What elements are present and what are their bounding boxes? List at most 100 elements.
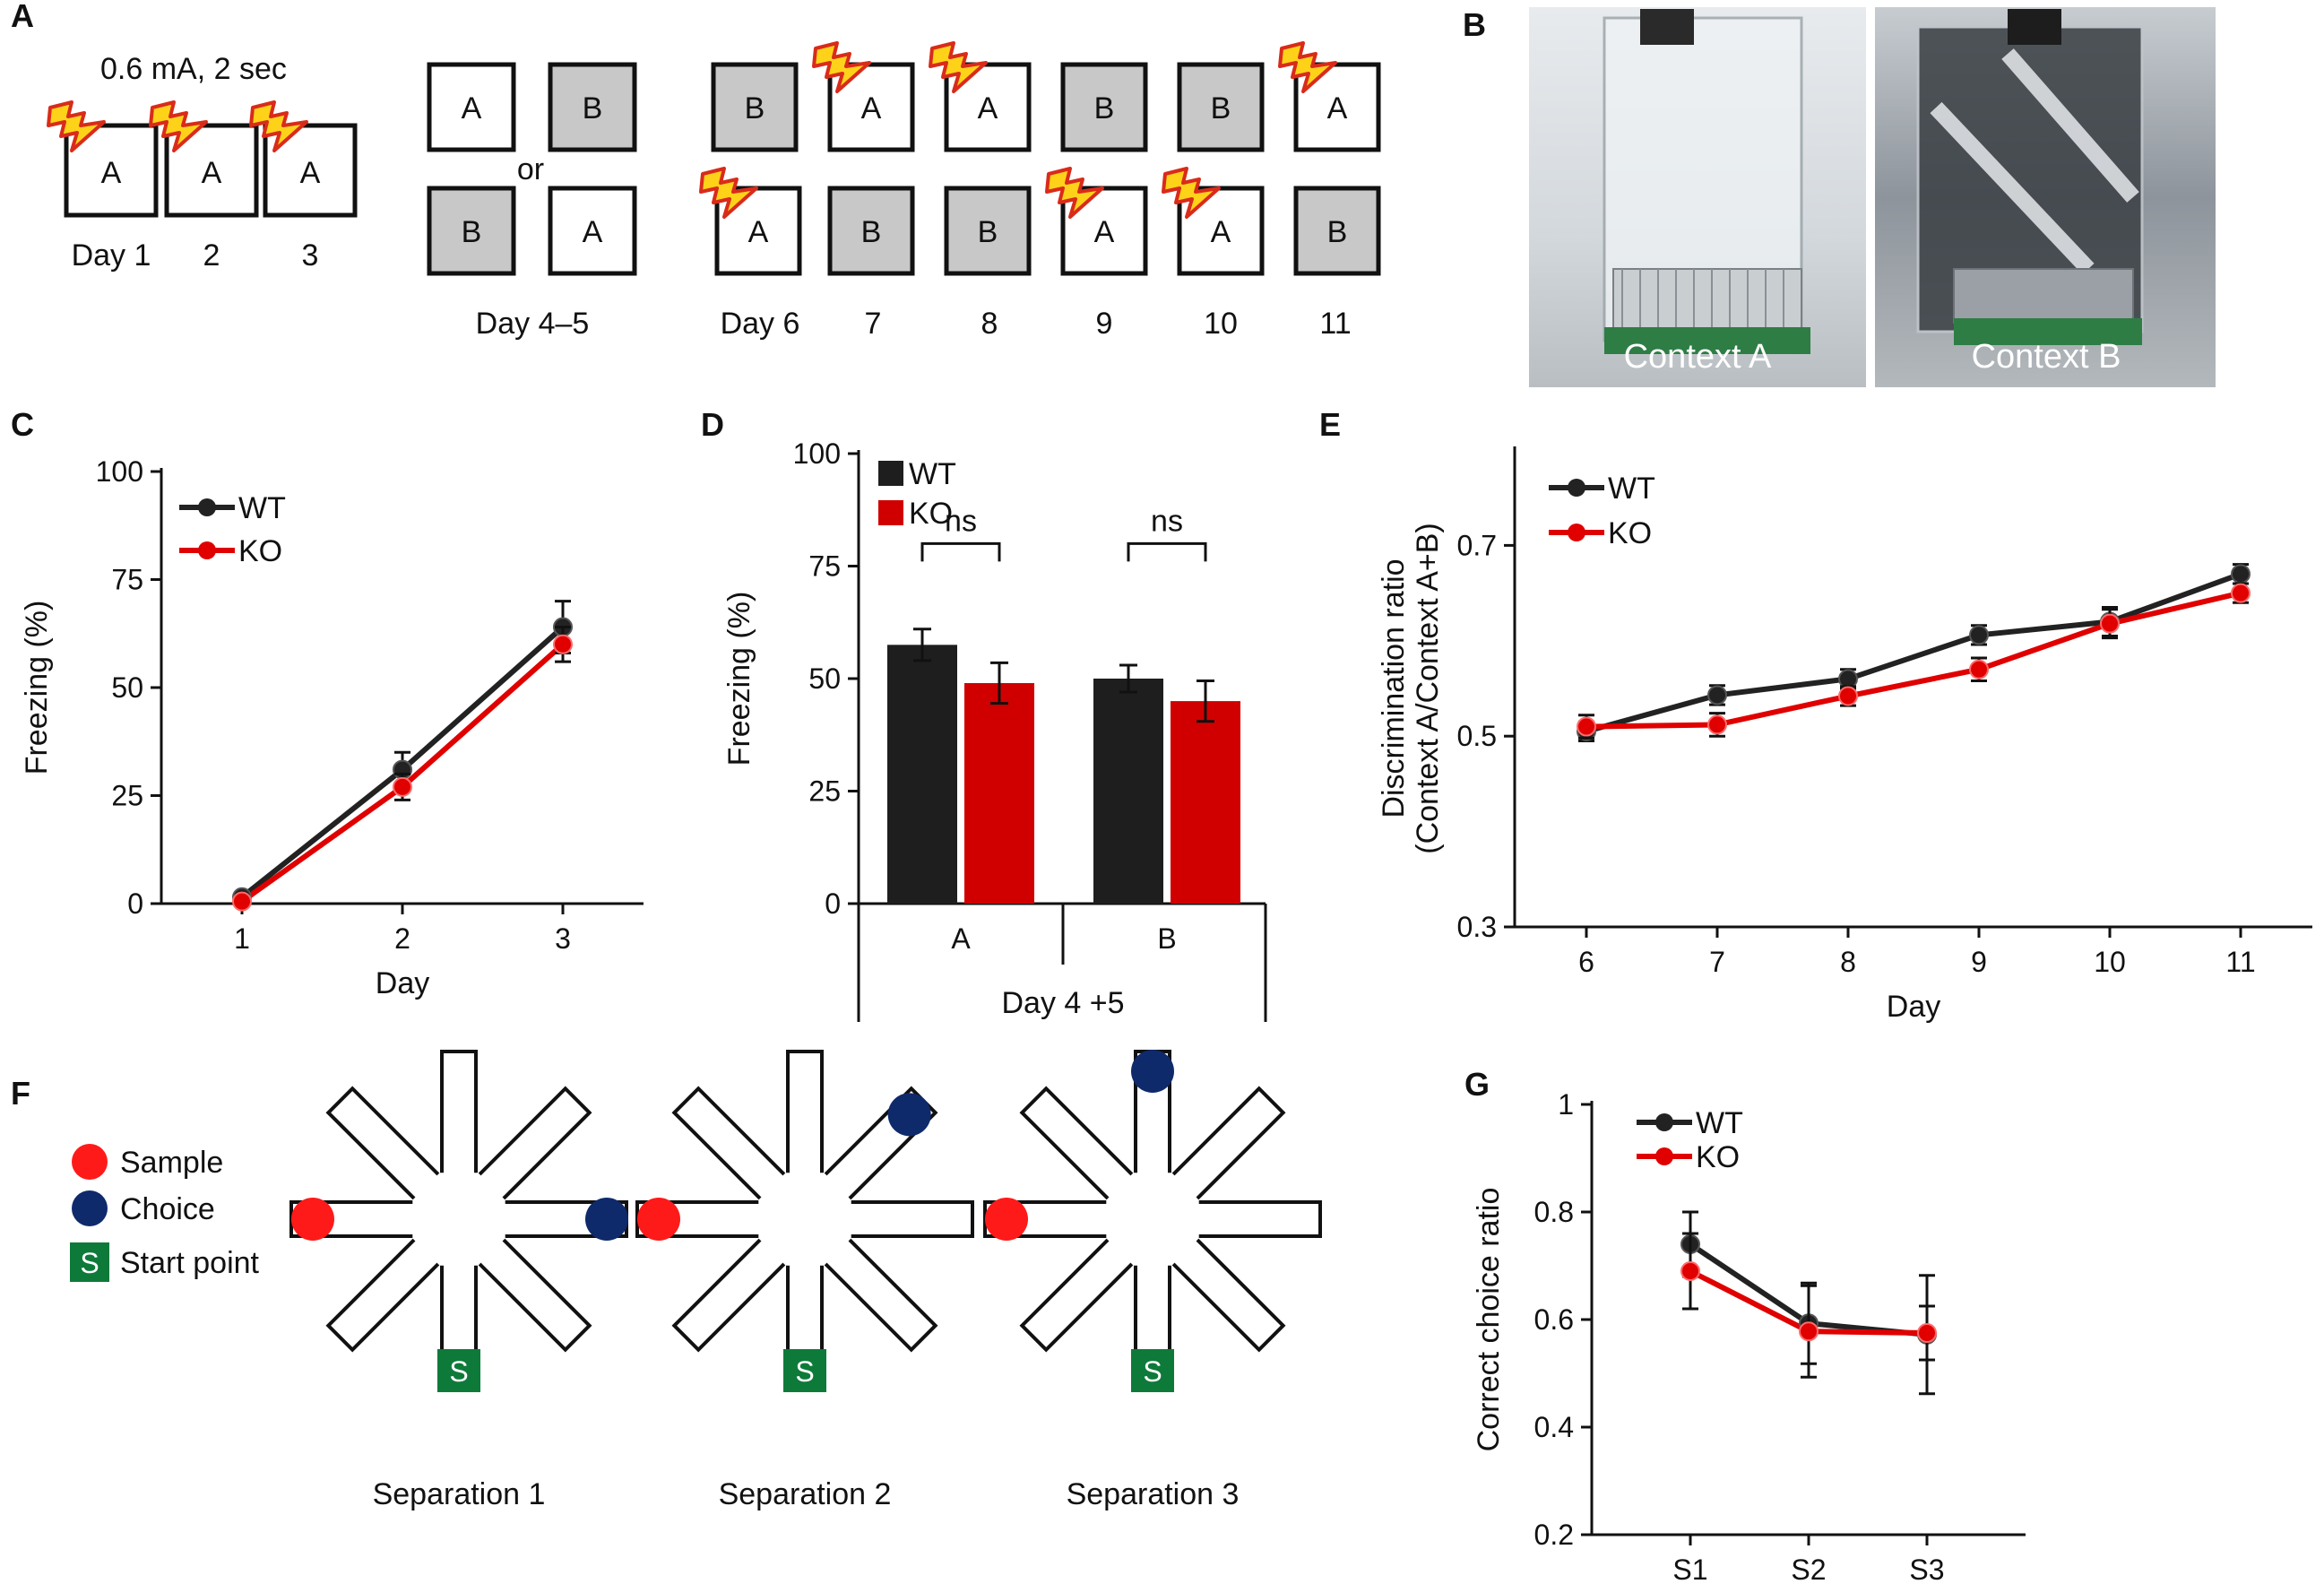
start-square-icon: [437, 1349, 480, 1392]
discrimination-boxes: B A A B B A A B B A A B Day 6 7 8 9 10 11: [699, 41, 1381, 341]
data-point-ko: [1838, 686, 1858, 706]
y-axis-label: Freezing (%): [722, 592, 756, 766]
y-tick-label: 0: [825, 887, 841, 920]
radial-mazes: S Separation 1 S Separation 2 S Separation 3: [289, 1050, 1322, 1511]
disc-box-top-label-3: A: [978, 91, 998, 126]
training-box-label-1: A: [101, 156, 122, 190]
data-point-ko: [1917, 1323, 1937, 1343]
legend-marker-ko: [1655, 1147, 1673, 1165]
chart-d-freezing-test: D 0 25 50 75 100 Freezing (%) Ans Bns Day 4 +5 WT…: [701, 406, 1267, 1022]
x-tick-label: S3: [1909, 1554, 1944, 1584]
maze-center: [758, 1173, 851, 1266]
legend-choice-label: Choice: [120, 1192, 215, 1226]
data-point-ko: [2100, 613, 2120, 634]
legend-label-ko: KO: [238, 534, 282, 568]
test-box-bottom-label-2: A: [583, 215, 603, 249]
test-box-top-label-2: B: [583, 91, 603, 126]
disc-box-bottom-label-2: B: [861, 215, 882, 249]
chart-e-discrimination: E 0.3 0.5 0.7 6 7 8 9 10 11 Day Discrimination rat…: [1319, 406, 2312, 1024]
legend-marker-ko: [198, 541, 216, 559]
disc-box-top-label-5: B: [1211, 91, 1231, 126]
start-square-icon: [783, 1349, 826, 1392]
choice-dot-icon: [1131, 1050, 1174, 1093]
training-day-2: 2: [203, 238, 220, 273]
y-axis-label: Freezing (%): [20, 601, 54, 775]
data-point-ko: [1799, 1321, 1819, 1342]
chart-g-correct-choice: G 0.2 0.4 0.6 0.8 1 S1 S2 S3 Correct choice rati…: [1464, 1066, 2026, 1584]
choice-dot-icon: [72, 1190, 108, 1226]
disc-day-label-6: 11: [1319, 307, 1351, 341]
y-axis-label: Correct choice ratio: [1472, 1188, 1506, 1452]
bar-wt-b: [1093, 679, 1163, 904]
sample-dot-icon: [291, 1198, 334, 1241]
bar-ko-b: [1171, 701, 1240, 904]
choice-dot-icon: [887, 1093, 931, 1137]
photo-context-a: Context A: [1529, 7, 1866, 387]
legend-marker-ko: [1568, 524, 1585, 541]
disc-box-top-label-1: B: [745, 91, 765, 126]
data-point-ko: [1707, 714, 1727, 735]
x-tick-label: S1: [1672, 1554, 1707, 1584]
series-line-wt: [1585, 571, 2242, 734]
choice-dot-icon: [585, 1198, 628, 1241]
radial-maze-3: S Separation 3: [983, 1050, 1322, 1511]
test-box-bottom-label-1: B: [462, 215, 482, 249]
significance-bracket: [1127, 541, 1207, 562]
radial-maze-2: S Separation 2: [635, 1050, 974, 1511]
legend-label-ko: KO: [1696, 1140, 1740, 1174]
y-tick-label: 0.5: [1457, 720, 1497, 752]
disc-day-label-4: 9: [1096, 307, 1113, 341]
panel-letter-g: G: [1464, 1066, 1490, 1103]
disc-box-top-label-6: A: [1327, 91, 1348, 126]
x-axis-label: Day 4 +5: [1001, 986, 1124, 1020]
legend-marker-wt: [1655, 1113, 1673, 1131]
data-point-wt: [1707, 685, 1727, 705]
photo-context-b: Context B: [1875, 7, 2216, 387]
x-tick-label: 8: [1840, 946, 1856, 978]
data-point-wt: [2231, 564, 2251, 584]
maze-label-3: Separation 3: [1067, 1477, 1240, 1511]
x-tick-label: 2: [394, 922, 410, 955]
legend-start-label: Start point: [120, 1246, 260, 1280]
maze-label-2: Separation 2: [719, 1477, 892, 1511]
disc-day-label-1: Day 6: [721, 307, 800, 341]
start-square-icon: [70, 1242, 109, 1282]
y-tick-label: 0.7: [1457, 529, 1497, 561]
y-tick-label: 0.8: [1534, 1196, 1574, 1228]
y-tick-label: 0: [127, 887, 143, 920]
y-tick-label: 0.6: [1534, 1303, 1574, 1336]
x-tick-label: 1: [234, 922, 250, 955]
test-day-label: Day 4–5: [476, 307, 590, 341]
legend-label-ko: KO: [1608, 516, 1652, 550]
x-tick-label: 3: [555, 922, 571, 955]
x-axis-label: Day: [1887, 990, 1940, 1024]
disc-box-top-label-4: B: [1094, 91, 1115, 126]
y-tick-label: 25: [808, 775, 841, 808]
y-tick-label: 50: [808, 662, 841, 695]
data-point-wt: [1838, 669, 1858, 689]
significance-label: ns: [1151, 504, 1183, 538]
disc-day-label-2: 7: [865, 307, 882, 341]
panel-letter-e: E: [1319, 406, 1341, 443]
significance-bracket: [920, 541, 1001, 562]
maze-label-1: Separation 1: [373, 1477, 546, 1511]
x-tick-label: 6: [1578, 946, 1594, 978]
x-tick-label: 10: [2094, 946, 2126, 978]
legend-marker-wt: [1568, 479, 1585, 497]
panel-letter-f: F: [11, 1075, 30, 1112]
y-axis-label: Discrimination ratio: [1377, 558, 1411, 818]
panel-f: F Sample Choice S Start point S Separatio…: [11, 1050, 1322, 1511]
disc-box-bottom-6: [1293, 186, 1381, 276]
test-box-bottom-1: [427, 186, 516, 276]
training-box-label-2: A: [202, 156, 222, 190]
bar-wt-a: [887, 645, 957, 904]
data-point-ko: [232, 891, 252, 912]
panel-letter-b: B: [1463, 6, 1486, 43]
start-square-symbol: S: [449, 1355, 468, 1388]
training-box-label-3: A: [300, 156, 321, 190]
panel-b: B Context A: [1463, 6, 2216, 387]
test-boxes: A B B A or Day 4–5: [427, 62, 637, 341]
sample-dot-icon: [637, 1198, 680, 1241]
sample-dot-icon: [985, 1198, 1028, 1241]
